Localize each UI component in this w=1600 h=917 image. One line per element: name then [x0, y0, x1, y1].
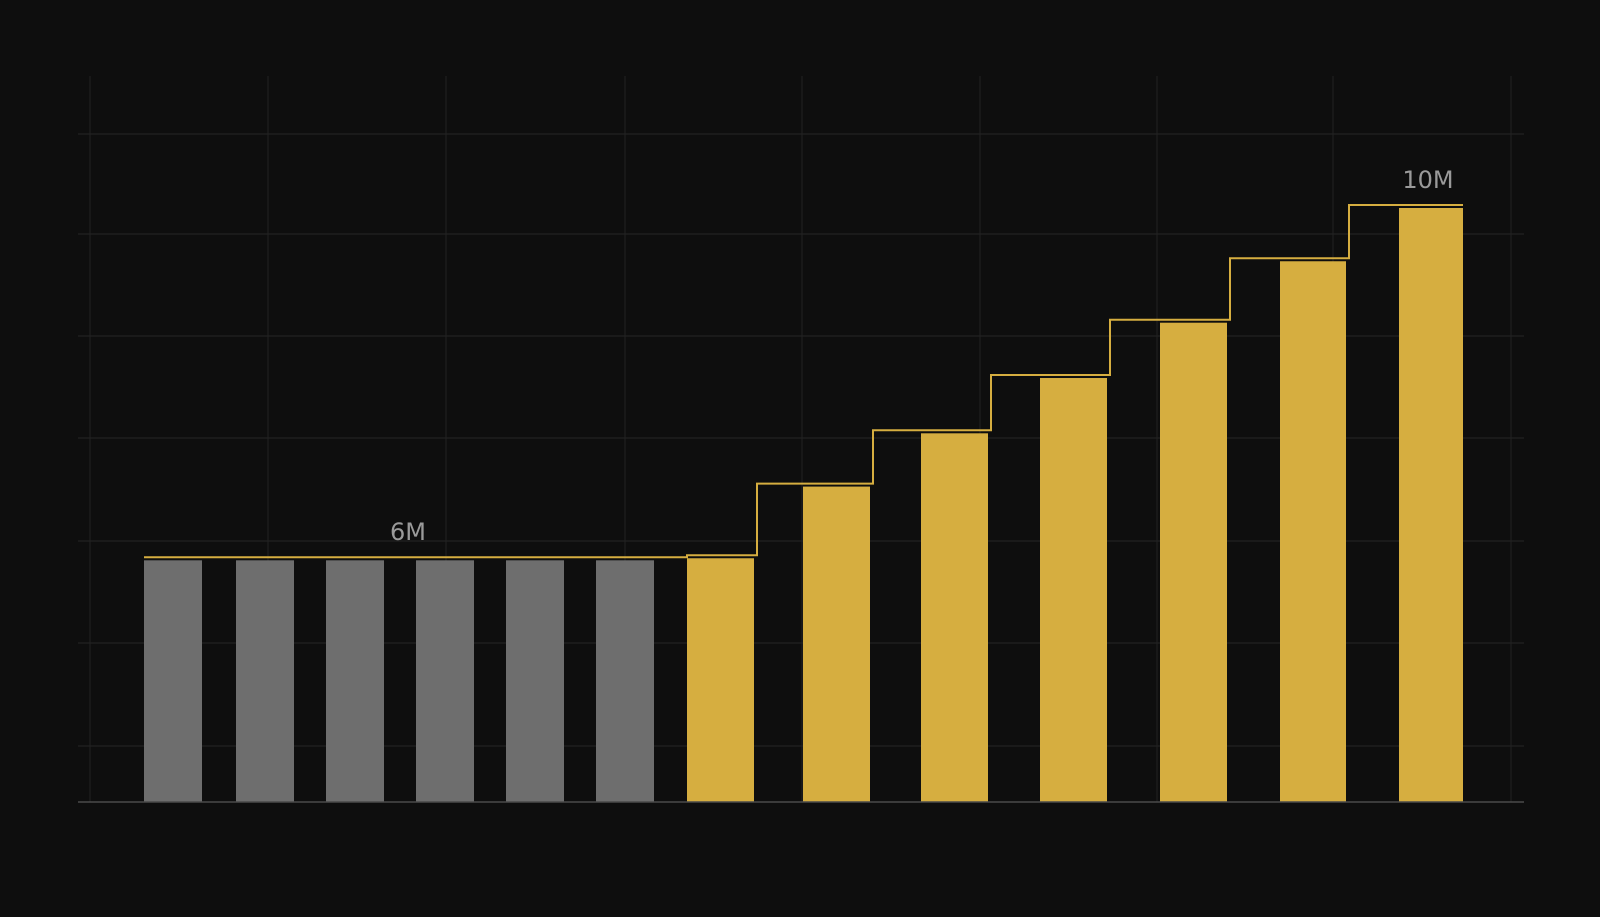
bar-7 [687, 558, 754, 802]
bar-8 [803, 486, 870, 802]
bar-10 [1040, 378, 1107, 802]
bar-2 [236, 560, 294, 802]
bar-5 [506, 560, 564, 802]
value-label-1: 6M [390, 518, 426, 546]
bar-1 [144, 560, 202, 802]
value-label-2: 10M [1402, 166, 1453, 194]
bar-12 [1280, 261, 1346, 803]
step-line [144, 204, 1463, 559]
bar-4 [416, 560, 474, 802]
bar-3 [326, 560, 384, 802]
bar-6 [596, 560, 654, 802]
bar-13 [1399, 208, 1463, 802]
bars [144, 208, 1463, 803]
value-labels: 6M 10M [390, 166, 1454, 546]
bar-9 [921, 433, 988, 802]
bar-11 [1160, 322, 1227, 802]
